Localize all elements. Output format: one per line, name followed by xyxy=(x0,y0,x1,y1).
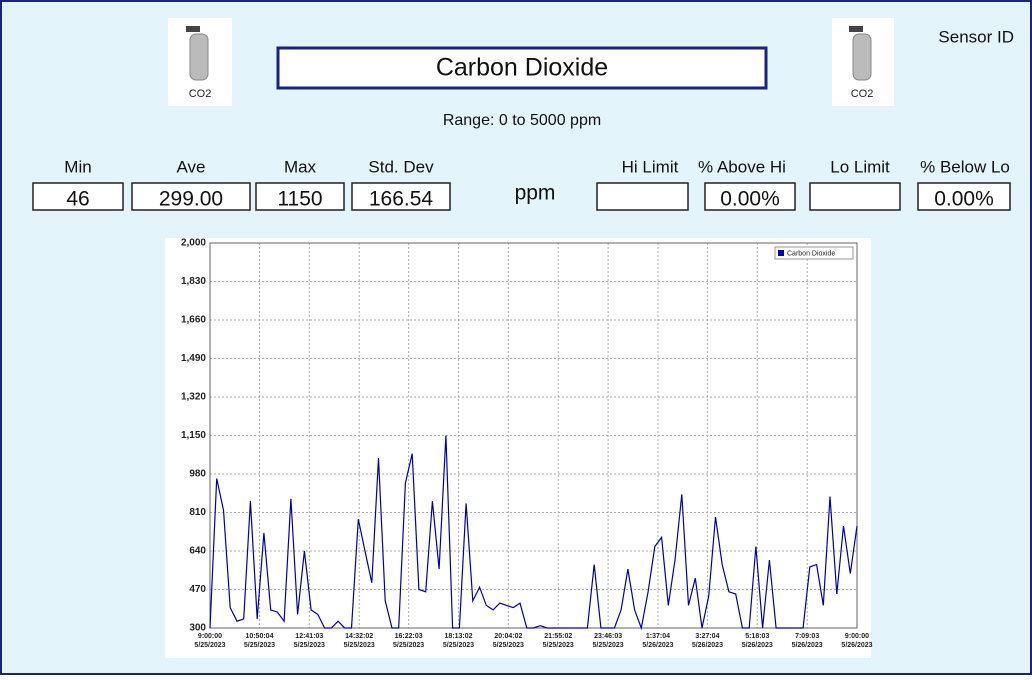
y-tick-label: 470 xyxy=(189,584,206,595)
y-tick-label: 1,150 xyxy=(181,430,206,441)
range: Range: 0 to 5000 ppm xyxy=(443,112,601,129)
icon-label: CO2 xyxy=(189,88,212,100)
icon-right: CO2 xyxy=(832,18,894,106)
limit-value: 0.00% xyxy=(720,188,780,211)
stat-label: Ave xyxy=(177,157,206,176)
x-tick-label: 3:27:04 5/26/2023 xyxy=(692,633,723,649)
stat-label: Max xyxy=(284,157,317,176)
x-tick-label: 12:41:03 5/25/2023 xyxy=(294,633,325,649)
limit-box xyxy=(809,182,901,211)
legend-swatch xyxy=(778,250,784,256)
y-tick-label: 980 xyxy=(189,469,206,480)
x-tick-label: 21:55:02 5/25/2023 xyxy=(543,633,574,649)
y-tick-label: 810 xyxy=(189,507,206,518)
limit-label: Lo Limit xyxy=(830,157,890,176)
icon-label: CO2 xyxy=(851,88,874,100)
limit-label: % Above Hi xyxy=(698,157,786,176)
x-tick-label: 20:04:02 5/25/2023 xyxy=(493,633,524,649)
stat-value: 166.54 xyxy=(369,188,434,211)
y-tick-label: 2,000 xyxy=(181,238,206,249)
icon-left: CO2 xyxy=(168,18,232,106)
stat-label: Min xyxy=(64,157,91,176)
stat-label: Std. Dev xyxy=(368,157,434,176)
limit-box xyxy=(704,182,796,211)
y-tick-label: 1,490 xyxy=(181,353,206,364)
stat-value: 299.00 xyxy=(159,188,223,211)
x-tick-label: 18:13:02 5/25/2023 xyxy=(443,633,474,649)
x-tick-label: 10:50:04 5/25/2023 xyxy=(244,633,275,649)
x-tick-label: 1:37:04 5/26/2023 xyxy=(642,633,673,649)
stat-box xyxy=(32,182,124,211)
legend-box xyxy=(774,246,854,260)
stat-box xyxy=(131,182,251,211)
data-line xyxy=(209,435,858,631)
title-box xyxy=(276,46,768,90)
stat-box xyxy=(351,182,451,211)
limit-label: % Below Lo xyxy=(920,157,1010,176)
limit-box xyxy=(596,182,689,211)
chart-area xyxy=(165,238,871,658)
x-tick-label: 16:22:03 5/25/2023 xyxy=(393,633,424,649)
y-tick-label: 1,660 xyxy=(181,315,206,326)
x-tick-label: 23:46:03 5/25/2023 xyxy=(593,633,624,649)
x-tick-label: 9:00:00 5/25/2023 xyxy=(194,633,225,649)
stat-box xyxy=(255,182,345,211)
x-tick-label: 7:09:03 5/26/2023 xyxy=(792,633,823,649)
title: Carbon Dioxide xyxy=(436,54,608,82)
y-tick-label: 1,320 xyxy=(181,392,206,403)
limit-label: Hi Limit xyxy=(622,157,679,176)
y-tick-label: 1,830 xyxy=(181,276,206,287)
sensor-label: Sensor ID xyxy=(938,27,1014,46)
unit: ppm xyxy=(515,182,556,205)
limit-value: 0.00% xyxy=(934,188,994,211)
stat-value: 46 xyxy=(66,188,89,211)
legend-label: Carbon Dioxide xyxy=(787,250,835,257)
x-tick-label: 14:32:02 5/25/2023 xyxy=(344,633,375,649)
stat-value: 1150 xyxy=(277,188,322,211)
y-tick-label: 300 xyxy=(189,623,206,634)
limit-box xyxy=(917,182,1011,211)
x-tick-label: 9:00:00 5/26/2023 xyxy=(841,633,872,649)
y-tick-label: 640 xyxy=(189,546,206,557)
x-tick-label: 5:18:03 5/26/2023 xyxy=(742,633,773,649)
